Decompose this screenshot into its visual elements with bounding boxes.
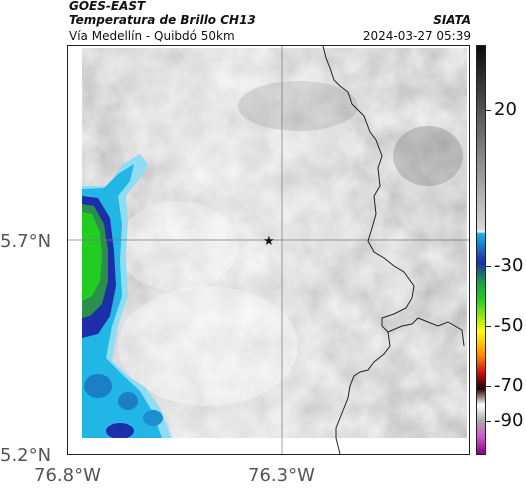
y-tick-5.2: 5.2°N xyxy=(0,445,52,466)
route-label: Vía Medellín - Quibdó 50km xyxy=(69,29,235,43)
satellite-label: GOES-EAST xyxy=(69,0,146,13)
boundary-line xyxy=(322,46,465,347)
colorbar-tickmark xyxy=(486,386,491,387)
map-canvas: ★ xyxy=(68,46,469,454)
colorbar-tickmark xyxy=(486,326,491,327)
colorbar-tick-neg50: -50 xyxy=(494,315,524,336)
boundary-line-lower xyxy=(335,331,391,454)
colorbar-tick-20: 20 xyxy=(494,99,517,120)
y-tick-5.7: 5.7°N xyxy=(0,231,52,252)
product-title: Temperatura de Brillo CH13 xyxy=(69,13,256,27)
colorbar-tick-neg70: -70 xyxy=(494,375,524,396)
colorbar-tickmark xyxy=(486,421,491,422)
x-tick-76.8: 76.8°W xyxy=(34,465,101,486)
colorbar-scale xyxy=(477,46,485,454)
colorbar-tick-neg30: -30 xyxy=(494,255,524,276)
cloud-field xyxy=(82,48,467,438)
colorbar-tick-neg90: -90 xyxy=(494,410,524,431)
cold-cloud-area xyxy=(82,154,172,439)
star-icon: ★ xyxy=(263,234,275,249)
satellite-map[interactable]: ★ xyxy=(67,45,470,455)
datetime-label: 2024-03-27 05:39 xyxy=(362,29,471,43)
brand-label: SIATA xyxy=(433,13,471,27)
colorbar-tickmark xyxy=(486,110,491,111)
colorbar-tickmark xyxy=(486,266,491,267)
x-tick-76.3: 76.3°W xyxy=(248,465,315,486)
colorbar xyxy=(476,45,486,455)
